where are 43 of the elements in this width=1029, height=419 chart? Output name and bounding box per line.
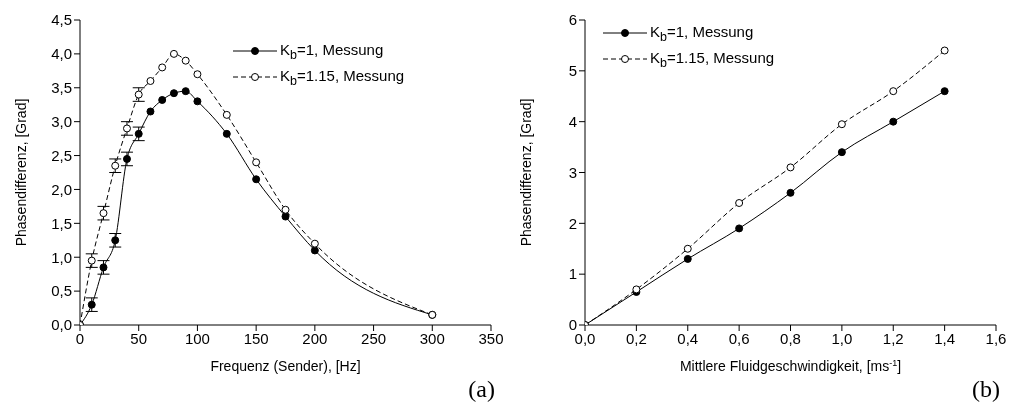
y-tick-label: 3	[568, 163, 577, 181]
y-tick-label: 1,5	[51, 214, 72, 232]
x-tick-label: 0	[75, 329, 85, 347]
x-tick-label: 150	[243, 329, 269, 347]
y-tick-label: 0,5	[51, 282, 72, 300]
y-axis-title: Phasendifferenz, [Grad]	[518, 98, 534, 247]
x-tick-label: 300	[419, 329, 445, 347]
x-axis-title: Mittlere Fluidgeschwindigkeit, [ms$^{-1}$]	[679, 358, 902, 374]
y-tick-label: 3,0	[51, 112, 72, 130]
x-tick-label: 100	[184, 329, 210, 347]
y-axis-title: Phasendifferenz, [Grad]	[13, 98, 29, 247]
x-tick-label: 1,2	[882, 329, 904, 347]
legend-label: K$_{b}$=1, Messung	[650, 22, 754, 44]
y-tick-label: 3,5	[51, 79, 72, 97]
x-tick-label: 250	[361, 329, 387, 347]
x-tick-label: 1,4	[934, 329, 956, 347]
x-tick-label: 0,6	[728, 329, 750, 347]
y-tick-label: 5	[568, 62, 577, 80]
x-tick-label: 0,8	[780, 329, 801, 347]
x-tick-label: 50	[130, 329, 148, 347]
x-tick-label: 1,6	[985, 329, 1007, 347]
y-tick-label: 1,0	[51, 248, 72, 266]
y-tick-label: 4	[568, 112, 577, 130]
x-tick-label: 350	[478, 329, 504, 347]
x-axis-title: Frequenz (Sender), [Hz]	[210, 358, 361, 374]
legend-label: K$_{b}$=1, Messung	[280, 40, 384, 62]
y-tick-label: 0	[568, 316, 577, 334]
y-tick-label: 4,0	[51, 45, 72, 63]
x-tick-label: 1,0	[831, 329, 853, 347]
y-tick-label: 2,5	[51, 146, 72, 164]
legend-label: K$_{b}$=1.15, Messung	[280, 66, 405, 88]
x-tick-label: 200	[302, 329, 328, 347]
x-tick-label: 0,4	[677, 329, 699, 347]
text: (a)	[468, 376, 495, 403]
legend-label: K$_{b}$=1.15, Messung	[650, 48, 775, 70]
text: (b)	[972, 376, 1000, 403]
y-tick-label: 2,0	[51, 180, 72, 198]
y-tick-label: 4,5	[51, 11, 72, 29]
y-tick-label: 6	[568, 11, 577, 29]
y-tick-label: 2	[568, 214, 577, 232]
y-tick-label: 1	[568, 265, 577, 283]
x-tick-label: 0,2	[625, 329, 647, 347]
y-tick-label: 0,0	[51, 316, 72, 334]
